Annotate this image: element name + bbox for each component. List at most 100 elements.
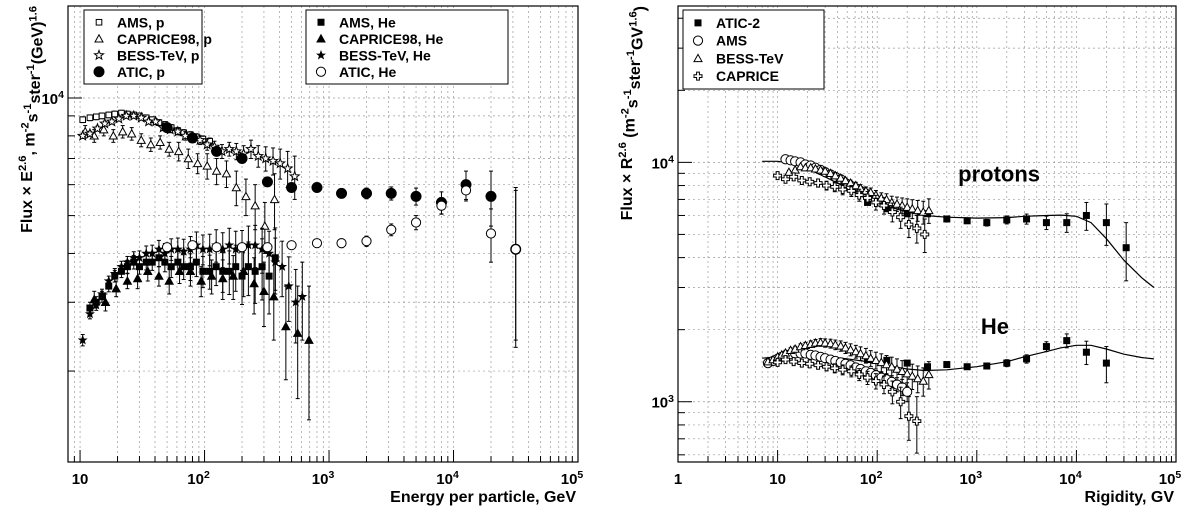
grid bbox=[677, 6, 1177, 462]
data-point bbox=[923, 369, 934, 379]
data-point bbox=[789, 357, 799, 367]
text-span: ) bbox=[632, 6, 649, 11]
data-point bbox=[983, 362, 991, 370]
data-point bbox=[780, 355, 790, 365]
text-span: 10 bbox=[651, 395, 668, 412]
legend-marker bbox=[317, 18, 325, 26]
x-tick-label: 10 bbox=[72, 471, 89, 488]
legend-label: AMS, He bbox=[339, 14, 396, 30]
data-point bbox=[212, 263, 220, 271]
text-span: GV bbox=[630, 27, 647, 50]
text-span: , m bbox=[22, 132, 39, 155]
data-point bbox=[1082, 211, 1090, 219]
data-point bbox=[983, 219, 991, 227]
data-point bbox=[943, 215, 951, 223]
data-point bbox=[850, 180, 861, 190]
data-point bbox=[943, 361, 951, 369]
data-point bbox=[111, 283, 122, 293]
y-axis-title: Flux × E2.6​, m-2​s-1​ster-1​(GeV)1.6​ bbox=[17, 6, 47, 233]
superscript: 2.6 bbox=[617, 142, 629, 158]
x-tick-label: 105​ bbox=[561, 469, 584, 488]
data-point bbox=[865, 353, 876, 362]
tick-marks bbox=[67, 97, 579, 462]
data-point bbox=[174, 266, 185, 276]
data-point bbox=[127, 109, 140, 121]
data-point bbox=[830, 170, 841, 180]
data-point bbox=[84, 127, 96, 139]
data-point bbox=[902, 202, 913, 211]
data-point bbox=[902, 368, 913, 378]
data-point bbox=[221, 168, 232, 178]
data-point bbox=[241, 191, 251, 201]
data-point bbox=[510, 244, 521, 255]
data-point bbox=[268, 291, 279, 301]
legend-label: CAPRICE98, p bbox=[117, 31, 212, 47]
superscript: -2 bbox=[19, 122, 31, 132]
data-point bbox=[136, 135, 147, 144]
data-point bbox=[886, 361, 897, 371]
legend-label: AMS, p bbox=[117, 14, 164, 30]
data-point bbox=[780, 174, 790, 184]
data-point bbox=[1102, 219, 1110, 227]
data-point bbox=[912, 373, 923, 383]
data-point bbox=[277, 261, 288, 271]
data-point bbox=[1023, 215, 1031, 223]
data-point bbox=[79, 116, 87, 123]
data-point bbox=[336, 238, 347, 249]
y-axis-title: Flux × R2.6​ (m-2​s-1​ster-1​GV1.6​) bbox=[617, 6, 649, 220]
data-point bbox=[1023, 355, 1031, 363]
data-point bbox=[871, 376, 881, 386]
x-tick-label: 103​ bbox=[312, 469, 335, 488]
legend-marker bbox=[93, 49, 105, 61]
data-point bbox=[871, 197, 881, 207]
data-point bbox=[881, 359, 892, 369]
data-point bbox=[361, 236, 372, 247]
data-point bbox=[863, 193, 873, 203]
text-span: s bbox=[624, 99, 641, 108]
legend-marker bbox=[316, 33, 326, 43]
text-span: Flux × R bbox=[619, 157, 636, 220]
data-point bbox=[813, 360, 823, 370]
data-point bbox=[230, 145, 243, 157]
data-point bbox=[854, 369, 864, 379]
data-point bbox=[825, 168, 836, 178]
x-tick-label: 1 bbox=[674, 471, 682, 488]
data-point bbox=[923, 205, 934, 215]
data-point bbox=[259, 286, 269, 296]
data-point bbox=[206, 267, 214, 275]
data-point bbox=[97, 288, 107, 299]
series-open-circle bbox=[161, 179, 521, 348]
data-point bbox=[225, 267, 233, 275]
data-point bbox=[822, 362, 832, 372]
annotation-label: protons bbox=[958, 162, 1040, 187]
data-point bbox=[897, 366, 907, 375]
data-point bbox=[288, 170, 301, 182]
tick-marks bbox=[677, 17, 1177, 462]
data-point bbox=[281, 162, 294, 174]
data-point bbox=[238, 266, 249, 276]
x-tick-label: 103​ bbox=[960, 469, 983, 488]
data-point bbox=[863, 373, 873, 383]
data-point bbox=[813, 178, 823, 188]
data-point bbox=[1102, 359, 1110, 367]
legend-label: AMS bbox=[716, 33, 747, 49]
text-span: ster bbox=[27, 74, 44, 103]
text-span: 1 bbox=[674, 471, 682, 488]
data-point bbox=[410, 217, 422, 228]
legend-frame bbox=[305, 9, 509, 85]
data-point bbox=[904, 411, 914, 421]
data-point bbox=[76, 129, 89, 141]
data-point bbox=[1063, 219, 1071, 227]
y-axis-title-group: Flux × E2.6​, m-2​s-1​ster-1​(GeV)1.6​ bbox=[17, 6, 47, 233]
series-open-cross bbox=[773, 171, 930, 254]
data-point bbox=[192, 258, 200, 266]
superscript: -2 bbox=[619, 108, 631, 118]
legend-marker bbox=[95, 18, 103, 26]
data-point bbox=[167, 263, 175, 271]
superscript: 2.6 bbox=[17, 155, 29, 171]
plot-area bbox=[76, 109, 522, 421]
